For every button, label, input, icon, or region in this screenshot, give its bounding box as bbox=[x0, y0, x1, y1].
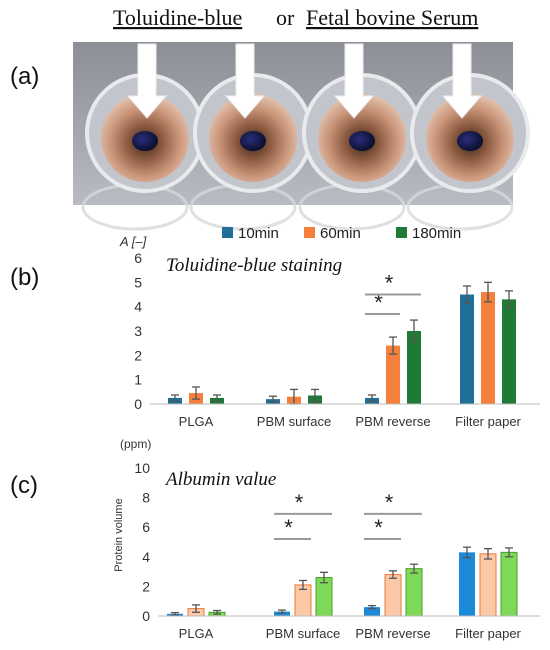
arrow-0 bbox=[126, 43, 168, 119]
chart-b-xtick-3: Filter paper bbox=[455, 414, 521, 429]
chart-b-ytick-3: 3 bbox=[134, 323, 142, 339]
chart-c-bar-180min-3 bbox=[500, 551, 518, 617]
chart-b-bar-60min-3 bbox=[481, 292, 495, 404]
chart-b-xtick-0: PLGA bbox=[179, 414, 214, 429]
chart-c-errorbar-180min-0 bbox=[213, 609, 221, 615]
chart-b-ytick-1: 1 bbox=[134, 372, 142, 388]
panel-label-a: (a) bbox=[10, 63, 39, 90]
chart-c: Albumin value (ppm) Protein volume 0 2 4 6 8… bbox=[113, 437, 540, 641]
chart-b-title: Toluidine-blue staining bbox=[166, 255, 342, 276]
chart-c-errorbar-180min-3 bbox=[505, 547, 513, 558]
chart-b-errorbar-180min-3 bbox=[505, 290, 513, 309]
chart-b-bar-60min-2 bbox=[386, 345, 400, 404]
chart-c-errorbar-10min-0 bbox=[171, 611, 179, 616]
well-plate-cups bbox=[81, 43, 530, 231]
chart-b-ytick-6: 6 bbox=[134, 250, 142, 266]
photo-panel-a bbox=[73, 42, 530, 231]
chart-b-ytick-0: 0 bbox=[134, 396, 142, 412]
drop-2 bbox=[349, 131, 375, 151]
arrow-1 bbox=[224, 43, 266, 119]
chart-c-errorbar-60min-2 bbox=[389, 570, 397, 579]
chart-b-sig-star-0: * bbox=[374, 290, 383, 315]
panel-label-b: (b) bbox=[10, 264, 39, 291]
chart-c-ytick-8: 8 bbox=[142, 490, 150, 506]
chart-c-title: Albumin value bbox=[164, 469, 276, 490]
drop-3 bbox=[457, 131, 483, 151]
chart-c-xtick-0: PLGA bbox=[179, 626, 214, 641]
chart-c-ylabel: Protein volume bbox=[113, 498, 125, 571]
chart-c-errorbar-10min-1 bbox=[278, 609, 286, 614]
chart-b-ytick-4: 4 bbox=[134, 299, 142, 315]
chart-b-errorbar-180min-0 bbox=[213, 394, 221, 402]
chart-c-ytick-10: 10 bbox=[134, 460, 150, 476]
legend: 10min 60min 180min bbox=[222, 225, 461, 242]
header-title-part1: Toluidine-blue bbox=[113, 5, 242, 30]
chart-c-ytick-4: 4 bbox=[142, 549, 150, 565]
drop-1 bbox=[240, 131, 266, 151]
chart-c-errorbar-180min-2 bbox=[410, 563, 418, 574]
chart-b-xtick-2: PBM reverse bbox=[355, 414, 430, 429]
chart-c-sig-star-2: * bbox=[374, 515, 383, 540]
chart-b-ytick-5: 5 bbox=[134, 274, 142, 290]
chart-c-unit: (ppm) bbox=[120, 437, 151, 451]
chart-c-errorbar-180min-1 bbox=[320, 571, 328, 584]
chart-b-errorbar-180min-2 bbox=[410, 319, 418, 343]
chart-c-errorbar-10min-2 bbox=[368, 604, 376, 610]
panel-label-c: (c) bbox=[10, 472, 38, 499]
chart-b-sig-star-1: * bbox=[385, 271, 394, 296]
chart-b-bar-10min-3 bbox=[460, 294, 474, 404]
chart-b: Toluidine-blue staining A [–] 0 1 2 3 4 5 6 PLG… bbox=[119, 234, 540, 429]
chart-b-errorbar-60min-2 bbox=[389, 336, 397, 355]
chart-c-bar-60min-2 bbox=[384, 574, 402, 617]
chart-c-bar-10min-3 bbox=[459, 552, 475, 616]
legend-swatch-10min bbox=[222, 227, 233, 238]
chart-c-ytick-2: 2 bbox=[142, 578, 150, 594]
chart-c-xtick-3: Filter paper bbox=[455, 626, 521, 641]
chart-b-errorbar-10min-3 bbox=[463, 285, 471, 304]
chart-b-errorbar-10min-2 bbox=[368, 394, 376, 402]
chart-c-sig-star-1: * bbox=[295, 490, 304, 515]
chart-c-sig-star-0: * bbox=[284, 515, 293, 540]
legend-label-10min: 10min bbox=[238, 225, 279, 242]
chart-c-errorbar-10min-3 bbox=[463, 546, 471, 559]
chart-c-bar-10min-1 bbox=[274, 611, 290, 616]
figure-header: Toluidine-blue or Fetal bovine Serum bbox=[113, 5, 478, 30]
header-title-connector: or bbox=[276, 5, 295, 30]
chart-b-errorbar-180min-1 bbox=[311, 388, 319, 403]
chart-c-errorbar-60min-1 bbox=[299, 579, 307, 591]
chart-c-bar-180min-2 bbox=[405, 568, 423, 617]
chart-b-bar-180min-2 bbox=[407, 331, 421, 404]
chart-b-ylabel: A [–] bbox=[119, 234, 147, 249]
legend-swatch-60min bbox=[304, 227, 315, 238]
chart-c-ytick-0: 0 bbox=[142, 608, 150, 624]
chart-c-xtick-2: PBM reverse bbox=[355, 626, 430, 641]
legend-swatch-180min bbox=[396, 227, 407, 238]
drop-0 bbox=[132, 131, 158, 151]
chart-b-errorbar-10min-1 bbox=[269, 395, 277, 403]
chart-c-bar-10min-2 bbox=[364, 607, 380, 616]
chart-b-errorbar-60min-3 bbox=[484, 281, 492, 303]
chart-c-bar-60min-3 bbox=[479, 553, 497, 617]
legend-label-60min: 60min bbox=[320, 225, 361, 242]
chart-c-xtick-1: PBM surface bbox=[266, 626, 340, 641]
chart-b-errorbar-60min-0 bbox=[192, 386, 200, 400]
chart-b-ytick-2: 2 bbox=[134, 347, 142, 363]
chart-b-bar-180min-3 bbox=[502, 299, 516, 404]
chart-c-errorbar-60min-0 bbox=[192, 604, 200, 613]
header-title-part2: Fetal bovine Serum bbox=[306, 5, 478, 30]
chart-c-errorbar-60min-3 bbox=[484, 548, 492, 560]
arrow-2 bbox=[333, 43, 375, 119]
chart-c-ytick-6: 6 bbox=[142, 519, 150, 535]
chart-c-sig-star-3: * bbox=[385, 490, 394, 515]
legend-label-180min: 180min bbox=[412, 225, 461, 242]
chart-b-errorbar-10min-0 bbox=[171, 394, 179, 402]
chart-b-xtick-1: PBM surface bbox=[257, 414, 331, 429]
arrow-3 bbox=[441, 43, 483, 119]
